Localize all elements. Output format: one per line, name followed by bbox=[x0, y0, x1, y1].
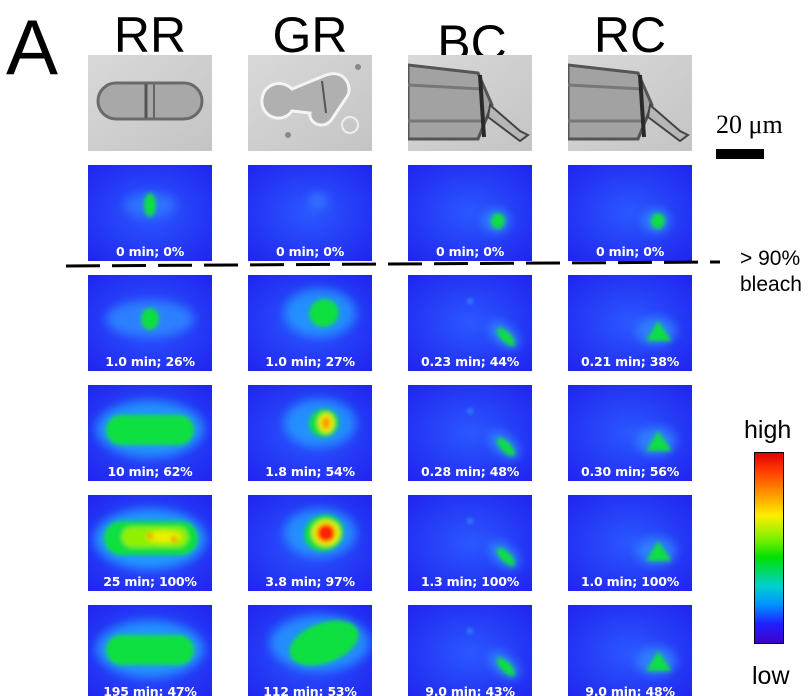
fluorescence-image-gr-4: 3.8 min; 97% bbox=[248, 495, 372, 591]
column-header-rr: RR bbox=[113, 7, 187, 63]
brightfield-image-rc bbox=[568, 55, 692, 151]
fluorescence-image-bc-5: 9.0 min; 43% bbox=[408, 605, 532, 696]
fluorescence-image-gr-5: 112 min; 53% bbox=[248, 605, 372, 696]
fluorescence-image-rr-3: 10 min; 62% bbox=[88, 385, 212, 481]
fluorescence-image-bc-4: 1.3 min; 100% bbox=[408, 495, 532, 591]
column-header-gr: GR bbox=[272, 7, 348, 63]
timepoint-label: 3.8 min; 97% bbox=[265, 574, 355, 589]
fluorescence-image-rc-5: 9.0 min; 48% bbox=[568, 605, 692, 696]
fluorescence-image-bc-3: 0.28 min; 48% bbox=[408, 385, 532, 481]
timepoint-label: 0.23 min; 44% bbox=[420, 354, 520, 369]
fluorescence-image-rr-1: 0 min; 0% bbox=[88, 165, 212, 261]
fluorescence-image-rc-4: 1.0 min; 100% bbox=[568, 495, 692, 591]
timepoint-label: 1.0 min; 100% bbox=[580, 574, 680, 589]
timepoint-label: 1.3 min; 100% bbox=[420, 574, 520, 589]
timepoint-label: 0.21 min; 38% bbox=[580, 354, 680, 369]
fluorescence-image-rr-2: 1.0 min; 26% bbox=[88, 275, 212, 371]
timepoint-label: 0 min; 0% bbox=[275, 244, 345, 259]
timepoint-label: 0 min; 0% bbox=[435, 244, 505, 259]
timepoint-label: 1.0 min; 26% bbox=[105, 354, 195, 369]
timepoint-label: 9.0 min; 43% bbox=[425, 684, 515, 696]
fluorescence-image-rr-4: 25 min; 100% bbox=[88, 495, 212, 591]
fluorescence-image-gr-3: 1.8 min; 54% bbox=[248, 385, 372, 481]
fluorescence-image-rc-2: 0.21 min; 38% bbox=[568, 275, 692, 371]
timepoint-label: 0 min; 0% bbox=[115, 244, 185, 259]
timepoint-label: 10 min; 62% bbox=[107, 464, 193, 479]
timepoint-label: 1.8 min; 54% bbox=[265, 464, 355, 479]
timepoint-label: 0 min; 0% bbox=[595, 244, 665, 259]
scale-bar bbox=[716, 149, 764, 159]
bleach-percent-label: > 90% bbox=[740, 247, 801, 270]
brightfield-image-gr bbox=[248, 55, 372, 151]
timepoint-label: 25 min; 100% bbox=[103, 574, 197, 589]
brightfield-image-rr bbox=[88, 55, 212, 151]
timepoint-label: 112 min; 53% bbox=[263, 684, 357, 696]
scale-bar-label: 20 μm bbox=[716, 110, 783, 139]
brightfield-image-bc bbox=[408, 55, 532, 151]
fluorescence-image-rr-5: 195 min; 47% bbox=[88, 605, 212, 696]
fluorescence-image-gr-2: 1.0 min; 27% bbox=[248, 275, 372, 371]
bleach-label: bleach bbox=[740, 273, 802, 296]
fluorescence-image-gr-1: 0 min; 0% bbox=[248, 165, 372, 261]
panel-letter: A bbox=[6, 3, 59, 91]
fluorescence-image-bc-2: 0.23 min; 44% bbox=[408, 275, 532, 371]
timepoint-label: 0.28 min; 48% bbox=[420, 464, 520, 479]
timepoint-label: 1.0 min; 27% bbox=[265, 354, 355, 369]
colorbar-low-label: low bbox=[752, 662, 790, 690]
intensity-colorbar bbox=[754, 452, 784, 644]
timepoint-label: 195 min; 47% bbox=[103, 684, 197, 696]
column-header-rc: RC bbox=[593, 7, 667, 63]
fluorescence-image-rc-1: 0 min; 0% bbox=[568, 165, 692, 261]
timepoint-label: 0.30 min; 56% bbox=[580, 464, 680, 479]
timepoint-label: 9.0 min; 48% bbox=[585, 684, 675, 696]
fluorescence-image-rc-3: 0.30 min; 56% bbox=[568, 385, 692, 481]
colorbar-high-label: high bbox=[744, 416, 792, 444]
fluorescence-image-bc-1: 0 min; 0% bbox=[408, 165, 532, 261]
